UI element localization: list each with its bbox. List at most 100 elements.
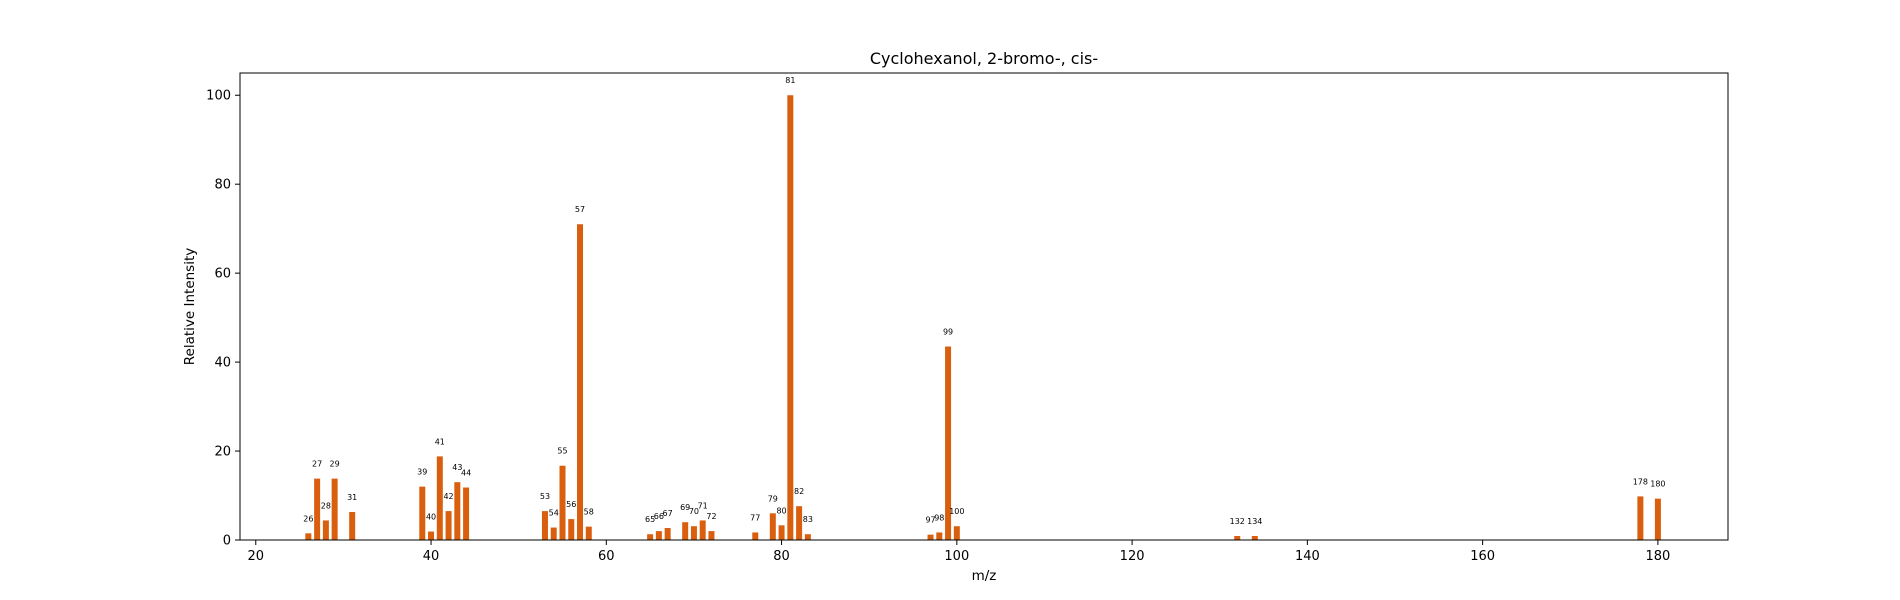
- x-tick-label-140: 140: [1295, 549, 1320, 564]
- peak-label-97: 97: [925, 516, 935, 525]
- peak-label-56: 56: [566, 500, 576, 509]
- peak-label-134: 134: [1247, 517, 1262, 526]
- bar-mz-44: [463, 487, 470, 540]
- peak-label-79: 79: [768, 494, 778, 503]
- bar-mz-81: [787, 95, 794, 541]
- bar-mz-58: [585, 526, 592, 540]
- x-axis-title: m/z: [972, 568, 997, 584]
- bar-mz-31: [349, 511, 356, 540]
- bar-mz-178: [1637, 496, 1644, 540]
- bar-mz-97: [927, 534, 934, 540]
- peak-label-39: 39: [417, 468, 427, 477]
- bar-mz-56: [568, 519, 575, 540]
- peak-label-72: 72: [706, 512, 716, 521]
- peak-label-83: 83: [803, 515, 813, 524]
- peak-label-53: 53: [540, 492, 550, 501]
- peak-label-28: 28: [321, 501, 331, 510]
- bar-mz-29: [331, 478, 338, 540]
- x-tick-label-100: 100: [944, 549, 969, 564]
- peak-label-81: 81: [785, 76, 795, 85]
- bar-mz-71: [699, 520, 706, 540]
- peak-label-55: 55: [557, 447, 567, 456]
- bar-mz-79: [769, 513, 776, 540]
- peak-label-26: 26: [303, 514, 313, 523]
- bar-mz-100: [953, 526, 960, 540]
- bar-mz-134: [1251, 536, 1258, 540]
- peak-label-80: 80: [776, 506, 786, 515]
- peak-label-71: 71: [698, 501, 708, 510]
- y-tick-label-100: 100: [206, 89, 231, 104]
- x-tick-label-20: 20: [248, 549, 265, 564]
- bar-mz-82: [796, 506, 803, 540]
- x-tick-label-180: 180: [1645, 549, 1670, 564]
- bar-mz-55: [559, 465, 566, 540]
- bar-mz-180: [1654, 498, 1661, 540]
- bar-mz-132: [1234, 536, 1241, 540]
- plot-frame: [239, 72, 1729, 541]
- peak-label-99: 99: [943, 328, 953, 337]
- peak-label-42: 42: [443, 492, 453, 501]
- chart-title: Cyclohexanol, 2-bromo-, cis-: [870, 49, 1098, 68]
- bar-mz-40: [428, 531, 435, 540]
- bar-mz-83: [804, 534, 811, 540]
- y-tick-label-40: 40: [214, 356, 231, 371]
- peak-label-66: 66: [654, 512, 664, 521]
- x-tick-label-60: 60: [598, 549, 615, 564]
- y-axis-title: Relative Intensity: [182, 248, 198, 366]
- peak-label-100: 100: [949, 507, 964, 516]
- peak-label-132: 132: [1230, 517, 1245, 526]
- peak-label-43: 43: [452, 463, 462, 472]
- peak-label-54: 54: [549, 509, 559, 518]
- bar-mz-28: [322, 520, 329, 540]
- peak-label-82: 82: [794, 487, 804, 496]
- y-tick-label-0: 0: [223, 534, 231, 549]
- y-axis-ticks: 0 20 40 60 80 100: [206, 89, 240, 549]
- y-tick-label-20: 20: [214, 445, 231, 460]
- bar-mz-27: [314, 478, 321, 540]
- peak-label-77: 77: [750, 513, 760, 522]
- bar-mz-70: [690, 526, 697, 540]
- peak-label-41: 41: [435, 437, 445, 446]
- peak-label-180: 180: [1650, 480, 1665, 489]
- bar-mz-41: [436, 456, 443, 540]
- peak-label-98: 98: [934, 513, 944, 522]
- y-tick-label-80: 80: [214, 178, 231, 193]
- peak-label-31: 31: [347, 493, 357, 502]
- x-tick-label-120: 120: [1120, 549, 1145, 564]
- peak-label-67: 67: [663, 509, 673, 518]
- peak-label-65: 65: [645, 515, 655, 524]
- bar-mz-53: [541, 511, 548, 540]
- y-tick-label-60: 60: [214, 267, 231, 282]
- x-tick-label-80: 80: [773, 549, 790, 564]
- bar-mz-43: [454, 482, 461, 540]
- x-tick-label-160: 160: [1470, 549, 1495, 564]
- bar-mz-39: [419, 486, 426, 540]
- bar-mz-72: [708, 531, 715, 540]
- peak-label-44: 44: [461, 469, 471, 478]
- bar-mz-77: [752, 532, 759, 540]
- peak-label-69: 69: [680, 503, 690, 512]
- x-tick-label-40: 40: [423, 549, 440, 564]
- peak-label-58: 58: [584, 508, 594, 517]
- x-axis-ticks: 20 40 60 80 100 120 140 160 180: [248, 540, 1670, 564]
- bars-group: [305, 95, 1661, 541]
- bar-mz-67: [664, 527, 671, 540]
- bar-mz-66: [655, 531, 662, 540]
- peak-label-40: 40: [426, 513, 436, 522]
- bar-mz-65: [647, 534, 654, 540]
- peak-label-70: 70: [689, 507, 699, 516]
- bar-mz-99: [945, 346, 952, 540]
- peak-label-27: 27: [312, 460, 322, 469]
- peak-label-178: 178: [1633, 477, 1648, 486]
- peak-label-57: 57: [575, 205, 585, 214]
- bar-mz-57: [577, 224, 584, 540]
- bar-mz-26: [305, 533, 312, 540]
- bar-mz-69: [682, 522, 689, 540]
- bar-mz-42: [445, 511, 452, 540]
- bar-mz-98: [936, 532, 943, 540]
- bar-mz-54: [550, 527, 557, 540]
- bar-mz-80: [778, 525, 785, 540]
- peak-label-29: 29: [330, 460, 340, 469]
